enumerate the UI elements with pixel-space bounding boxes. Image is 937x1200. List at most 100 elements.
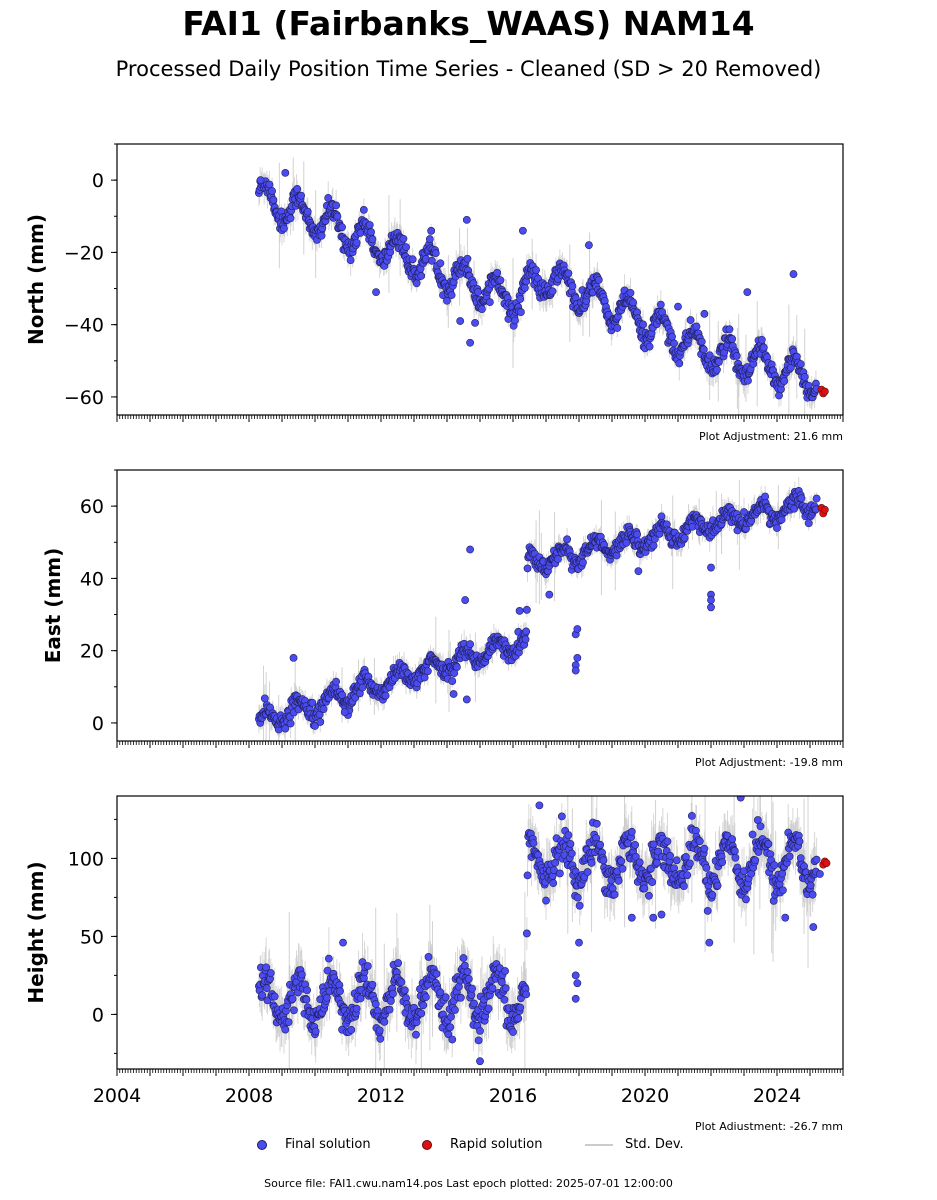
rapid-solution-points [817,504,829,518]
final-point [759,343,768,352]
final-point [675,359,684,368]
final-point [280,224,288,233]
final-point [466,640,474,649]
final-point [532,266,540,274]
final-point [515,607,524,615]
final-point [447,291,456,300]
final-point [262,984,271,993]
y-axis-label: North (mm) [24,214,48,345]
final-point [265,180,274,189]
final-point [773,524,781,532]
final-point [585,241,593,250]
final-solution-points [254,169,821,402]
y-tick-label: −40 [64,315,104,337]
final-point [270,992,279,1001]
y-tick-label: −20 [64,242,104,264]
final-point [286,719,295,728]
final-point [757,335,766,344]
final-point [456,317,465,325]
final-point [352,238,361,247]
final-point [332,201,341,210]
final-point [408,255,417,264]
final-point [368,235,377,244]
plot-area [254,157,829,415]
final-point [657,512,666,521]
final-point [511,316,519,325]
final-point [680,534,689,542]
final-point [613,324,622,332]
panel-1: 0 −20 −40 −60 North (mm) Plot Adjustment: 21.… [24,143,844,443]
final-point [436,259,445,268]
final-point [522,605,531,614]
final-point [281,169,290,177]
final-point [634,567,643,576]
final-point [740,508,748,516]
final-point [266,969,275,977]
final-point [427,226,436,235]
final-point [649,541,658,550]
final-point [262,963,271,972]
final-point [260,694,269,703]
final-point [713,365,721,374]
final-point [333,212,342,221]
time-series-charts: 0 −20 −40 −60 North (mm) Plot Adjustment: 21.… [24,143,844,1130]
final-point [707,596,715,604]
final-point [288,994,297,1003]
final-point [303,207,312,216]
final-point [289,1006,298,1015]
final-point [372,288,380,297]
final-point [317,231,326,240]
final-point [412,279,421,288]
final-point [381,691,390,700]
final-point [332,677,341,686]
final-point [725,325,734,334]
final-point [545,590,554,599]
final-point [715,357,723,366]
final-point [297,191,306,200]
final-point [674,302,682,311]
final-point [519,226,527,235]
final-point [568,282,577,290]
final-point [697,337,706,346]
plot-area [254,477,829,741]
final-point [629,298,638,307]
final-point [686,316,695,324]
final-point [471,318,479,327]
final-solution-points [254,796,824,1066]
panel-2: 0 20 40 60 East (mm) Plot Adjustment: -19.8 m… [41,469,844,769]
final-point [804,519,813,528]
final-point [427,256,436,265]
final-point [463,254,472,263]
final-point [668,332,676,341]
final-point [256,176,265,185]
rapid-solution-points [817,385,829,398]
final-point [800,372,809,381]
final-point [789,270,798,278]
final-point [700,309,709,318]
y-axis-label: East (mm) [41,548,65,664]
final-point [548,287,557,296]
final-point [743,288,752,297]
final-point [449,690,458,698]
final-point [796,360,805,368]
final-point [496,276,505,285]
final-point [485,298,494,307]
final-point [579,558,587,567]
final-point [452,663,461,672]
y-tick-label: 0 [92,713,104,735]
final-point [553,555,562,563]
final-point [573,653,582,662]
final-point [308,698,317,707]
final-point [564,269,573,278]
final-point [297,970,306,979]
final-point [448,677,457,686]
y-tick-label: −60 [64,387,104,409]
final-point [728,335,737,343]
final-point [478,305,486,313]
final-point [293,185,302,193]
final-point [338,691,346,699]
final-point [790,504,799,513]
final-point [707,603,715,612]
plot-adjustment-note: Plot Adjustment: 21.6 mm [699,430,843,443]
final-point [359,206,368,214]
